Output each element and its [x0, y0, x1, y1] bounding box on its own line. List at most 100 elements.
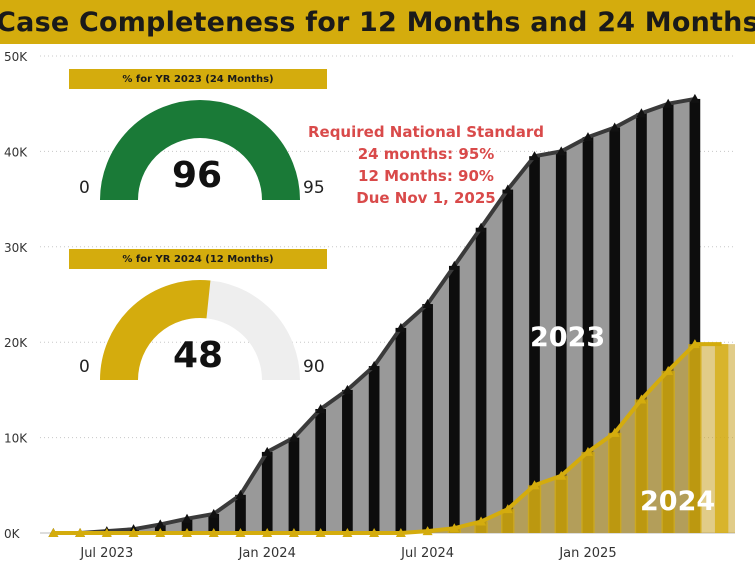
point-2024: [155, 528, 166, 537]
bar-2023: [208, 513, 220, 533]
point-2024: [556, 470, 567, 480]
y-tick-label: 40K: [4, 145, 28, 159]
national-standard-note: Required National Standard 24 months: 95…: [300, 121, 552, 209]
point-2023: [609, 122, 620, 132]
point-2023: [582, 132, 593, 142]
point-2023: [182, 513, 193, 523]
gauge-2024-min: 0: [79, 357, 90, 377]
bar-2023: [609, 127, 621, 534]
point-2024: [369, 528, 380, 537]
point-2023: [235, 489, 246, 499]
point-2024: [422, 526, 433, 536]
y-tick-label: 0K: [4, 527, 21, 541]
point-2024: [582, 446, 593, 456]
point-2023: [476, 222, 487, 232]
point-2024: [395, 528, 406, 537]
bar-2024: [608, 432, 622, 533]
point-2023: [208, 508, 219, 518]
bar-2024: [474, 521, 488, 533]
point-2024: [609, 427, 620, 437]
point-2024: [48, 528, 59, 537]
bar-2023: [636, 113, 647, 534]
bar-2023: [689, 98, 701, 534]
bar-2023: [422, 304, 433, 533]
bar-2023: [235, 494, 246, 533]
bar-2024: [527, 485, 542, 533]
gauge-2024-label: % for YR 2024 (12 Months): [69, 249, 327, 269]
point-2024: [128, 528, 139, 537]
point-2023: [556, 146, 567, 156]
annotation-2023: 2023: [530, 322, 606, 353]
chart-title: Case Completeness for 12 Months and 24 M…: [0, 6, 755, 38]
bar-2024: [501, 509, 515, 533]
bar-2024: [714, 344, 729, 533]
bar-2023: [555, 151, 567, 533]
point-2023: [502, 184, 513, 194]
x-tick-label: Jan 2025: [558, 546, 616, 561]
point-2023: [422, 299, 433, 309]
bar-2023: [502, 189, 514, 533]
standard-line-1: Required National Standard: [307, 123, 545, 141]
x-tick-label: Jul 2024: [400, 546, 454, 561]
bar-2024: [634, 399, 649, 533]
point-2023: [663, 98, 674, 108]
bar-2024: [554, 475, 568, 533]
point-2023: [529, 151, 540, 161]
standard-line-3: 12 Months: 90%: [358, 167, 494, 185]
bar-2023: [662, 103, 674, 533]
bar-2023: [342, 389, 353, 533]
point-2024: [689, 339, 700, 349]
point-2023: [315, 403, 326, 413]
y-tick-label: 50K: [4, 50, 28, 64]
point-2024: [182, 528, 193, 537]
point-2024: [101, 528, 112, 537]
standard-line-2: 24 months: 95%: [357, 145, 495, 163]
point-2024: [636, 394, 647, 404]
point-2024: [342, 528, 353, 537]
bar-2023: [529, 156, 540, 534]
bar-2023: [448, 265, 460, 533]
point-2024: [663, 365, 674, 375]
bar-2023: [582, 137, 594, 533]
bar-2023: [475, 227, 487, 533]
bar-2023: [288, 437, 300, 533]
gauge-2023-label: % for YR 2023 (24 Months): [69, 69, 327, 89]
standard-line-4: Due Nov 1, 2025: [356, 189, 496, 207]
gauge-2023-max: 95: [303, 178, 325, 198]
point-2023: [689, 93, 700, 103]
point-2024: [262, 528, 273, 537]
gauge-2024-value: 48: [172, 335, 224, 376]
x-tick-label: Jan 2024: [238, 546, 296, 561]
bar-2024: [581, 451, 595, 533]
point-2023: [395, 322, 406, 332]
point-2024: [529, 480, 540, 490]
point-2023: [449, 260, 460, 270]
gauge-2024-max: 90: [303, 357, 325, 377]
title-bar: Case Completeness for 12 Months and 24 M…: [0, 0, 755, 44]
bar-2023: [181, 518, 193, 533]
point-2024: [449, 523, 460, 533]
annotation-2024: 2024: [640, 486, 716, 517]
point-2023: [262, 446, 273, 456]
x-tick-label: Jul 2023: [79, 546, 133, 561]
bar-2023: [368, 366, 380, 533]
point-2024: [75, 528, 86, 537]
bar-2023: [261, 451, 273, 533]
point-2023: [369, 361, 380, 371]
bar-2024: [688, 344, 702, 533]
y-tick-label: 10K: [4, 432, 28, 446]
point-2024: [476, 516, 487, 526]
y-tick-label: 30K: [4, 241, 28, 255]
point-2024: [502, 504, 513, 514]
point-2024: [288, 528, 299, 537]
point-2023: [636, 108, 647, 118]
bar-2023: [315, 408, 327, 533]
bar-2023: [395, 327, 407, 533]
gauge-2023-min: 0: [79, 178, 90, 198]
point-2024: [235, 528, 246, 537]
gauge-2023-icon: [100, 100, 300, 200]
y-tick-label: 20K: [4, 336, 28, 350]
gauge-2023-value: 96: [171, 155, 223, 196]
point-2023: [288, 432, 299, 442]
